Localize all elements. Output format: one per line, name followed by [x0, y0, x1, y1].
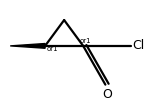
- Text: or1: or1: [80, 38, 92, 44]
- Text: or1: or1: [47, 46, 58, 52]
- Text: O: O: [102, 88, 112, 101]
- Text: Cl: Cl: [132, 39, 145, 52]
- Polygon shape: [10, 43, 45, 48]
